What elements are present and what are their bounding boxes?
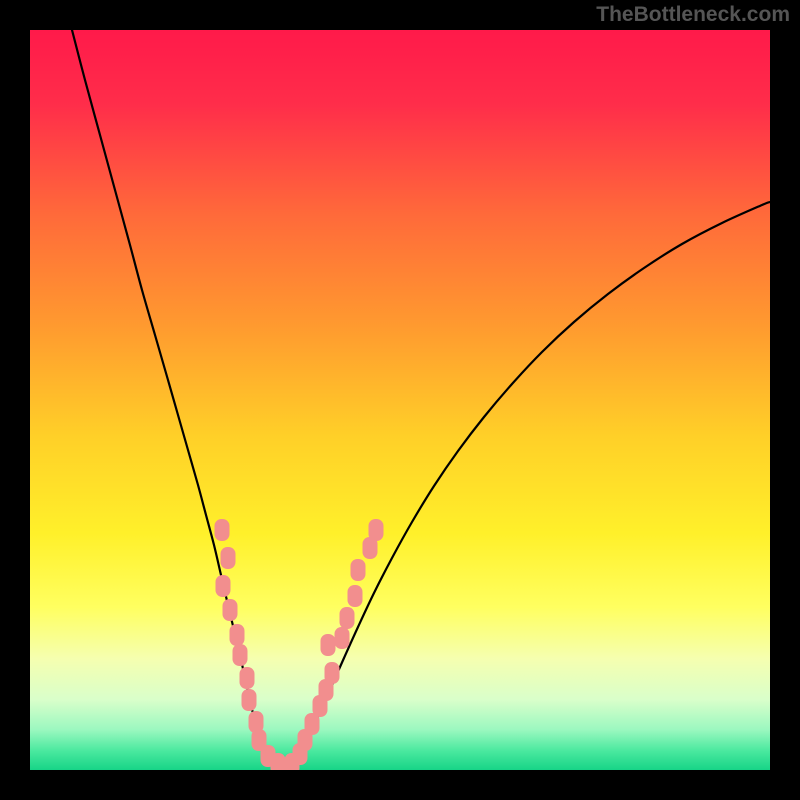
data-marker	[369, 519, 384, 541]
data-marker	[215, 519, 230, 541]
data-marker	[242, 689, 257, 711]
data-marker	[233, 644, 248, 666]
marker-layer	[30, 30, 770, 770]
data-marker	[221, 547, 236, 569]
watermark-text: TheBottleneck.com	[596, 3, 790, 27]
data-marker	[335, 627, 350, 649]
data-marker	[230, 624, 245, 646]
data-marker	[271, 753, 286, 770]
data-marker	[340, 607, 355, 629]
data-marker	[348, 585, 363, 607]
data-marker	[325, 662, 340, 684]
data-marker	[351, 559, 366, 581]
plot-area	[30, 30, 770, 770]
data-marker	[216, 575, 231, 597]
data-marker	[223, 599, 238, 621]
chart-frame: TheBottleneck.com	[0, 0, 800, 800]
data-marker	[240, 667, 255, 689]
data-marker	[321, 634, 336, 656]
